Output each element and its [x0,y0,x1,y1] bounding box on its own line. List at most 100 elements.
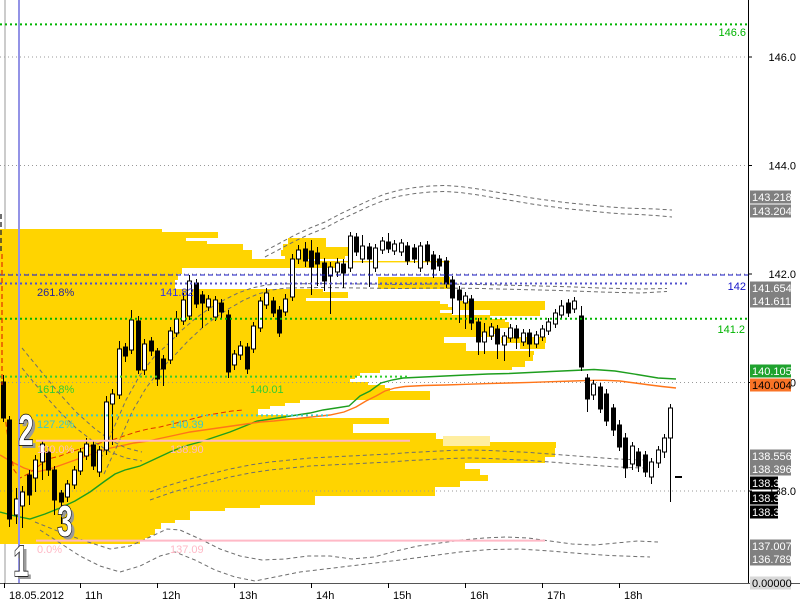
candle-body [476,321,481,343]
candle-body [559,305,564,316]
level-146.6-label: 146.6 [718,27,746,39]
profile-row [0,529,155,532]
profile-row [0,385,385,388]
candle-body [668,407,673,439]
profile-row [0,295,348,298]
candle-body [335,262,340,273]
candle-body [258,300,263,329]
fib-value-label: 141.82 [160,287,194,299]
candle-body [662,437,667,453]
candle-body [502,335,507,346]
candle-body [1,381,6,419]
profile-row [0,328,500,331]
profile-row [0,355,533,358]
profile-row [0,403,285,406]
profile-row [0,424,353,427]
candle-body [444,260,449,285]
candle-body [78,451,83,472]
profile-row [0,331,500,334]
profile-row [0,283,175,286]
profile-row [0,466,465,469]
candle-body [611,407,616,431]
candle-body [514,328,519,339]
profile-row [0,535,150,538]
price-badge-label: 143.204 [752,206,792,218]
profile-row-segment [288,238,326,241]
profile-row-segment [460,304,545,307]
price-badge-label: 138.556 [752,451,792,463]
time-tick-label: 11h [85,590,103,602]
candle-body [296,249,301,260]
candle-body [251,325,256,350]
price-badge [750,204,791,218]
candle-body [219,302,224,313]
candle-body [367,246,372,260]
fib-value-label: 140.39 [170,419,204,431]
profile-row [0,232,218,235]
profile-row [0,469,480,472]
profile-row [0,238,186,241]
profile-row [0,382,368,385]
profile-row [0,448,555,451]
candle-body [591,383,596,396]
price-badge [750,576,791,590]
profile-row [0,298,306,301]
candle-body [303,248,308,262]
profile-row [0,445,556,448]
price-badge-label: 136.789 [752,554,792,566]
candle-body [97,449,102,473]
price-badge [750,449,791,463]
candle-body [123,346,128,357]
profile-row [0,436,436,439]
profile-row [0,379,350,382]
profile-row [0,286,175,289]
candle-body [142,343,147,371]
profile-row [0,352,534,355]
fib-pct-label: 261.8% [37,287,75,299]
time-axis-panel [0,584,800,610]
candle-body [579,315,584,368]
price-tick-label: 146.0 [768,52,796,64]
profile-row [0,262,335,265]
time-tick-label: 18h [624,590,642,602]
price-badge-label: 137.007 [752,541,792,553]
candle-body [508,327,513,339]
profile-row [0,523,161,526]
profile-row [0,514,190,517]
price-badge [750,294,791,308]
candle-body [585,377,590,400]
candle-body [226,314,231,373]
band-a1 [264,184,673,252]
profile-row [0,247,243,250]
candle-body [643,454,648,473]
candle-body [59,492,64,503]
band-r1 [97,283,281,466]
price-gridlines [0,56,748,492]
candle-body [431,254,436,270]
candle-body [290,258,295,298]
profile-row [0,511,190,514]
profile-spike [0,261,450,263]
band-r2 [103,287,287,475]
profile-row [0,280,175,283]
profile-row-segment [520,343,545,346]
profile-row-segment [490,310,540,313]
time-tick-label: 18.05.2012 [9,590,64,602]
candle-body [425,244,430,262]
profile-row [0,259,306,262]
profile-row [0,484,460,487]
candle-body [110,393,115,405]
price-badge-label: 138.396 [752,464,792,476]
profile-row [0,301,440,304]
profile-row-segment [288,241,326,244]
profile-row [0,271,182,274]
candle-body [264,292,269,306]
candle-body [482,331,487,343]
profile-row [0,241,207,244]
profile-row [0,292,348,295]
candle-body [149,340,154,352]
profile-row [0,346,466,349]
profile-row-segment [520,346,545,349]
